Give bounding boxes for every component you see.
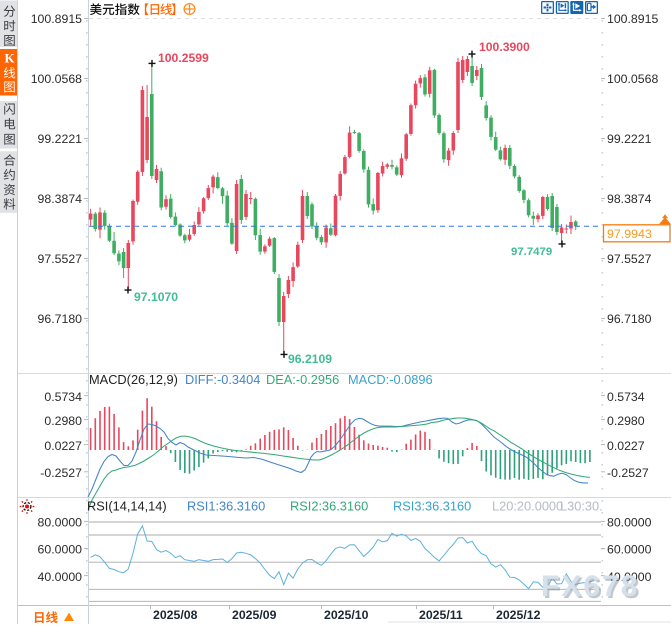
svg-text:80.0000: 80.0000: [607, 516, 652, 530]
svg-text:2025/08: 2025/08: [153, 608, 198, 622]
svg-text:FX678: FX678: [541, 570, 639, 603]
svg-text:100.0568: 100.0568: [31, 72, 82, 86]
svg-text:RSI3:36.3160: RSI3:36.3160: [393, 499, 471, 514]
svg-text:97.9943: 97.9943: [607, 227, 652, 241]
svg-text:99.2221: 99.2221: [38, 132, 83, 146]
svg-text:2025/10: 2025/10: [324, 608, 369, 622]
svg-text:40.0000: 40.0000: [607, 570, 652, 584]
svg-text:100.8915: 100.8915: [607, 12, 658, 26]
svg-text:RSI2:36.3160: RSI2:36.3160: [290, 499, 368, 514]
svg-text:96.2109: 96.2109: [288, 352, 332, 366]
svg-text:40.0000: 40.0000: [38, 570, 83, 584]
svg-text:DEA:-0.2956: DEA:-0.2956: [266, 372, 339, 387]
svg-text:L20:20.0000: L20:20.0000: [492, 499, 563, 514]
svg-text:100.3900: 100.3900: [479, 40, 530, 54]
svg-text:0.0227: 0.0227: [607, 439, 645, 453]
svg-text:FX678: FX678: [543, 572, 641, 605]
svg-text:100.8915: 100.8915: [31, 12, 82, 26]
svg-text:DIFF:-0.3404: DIFF:-0.3404: [185, 372, 260, 387]
svg-text:96.7180: 96.7180: [607, 312, 652, 326]
svg-text:RSI(14,14,14): RSI(14,14,14): [87, 499, 167, 514]
svg-text:MACD(26,12,9): MACD(26,12,9): [89, 372, 178, 387]
svg-text:0.2980: 0.2980: [607, 414, 645, 428]
svg-text:K: K: [4, 51, 15, 66]
svg-text:-0.2527: -0.2527: [40, 466, 82, 480]
svg-text:0.2980: 0.2980: [44, 414, 82, 428]
svg-text:2025/12: 2025/12: [496, 608, 541, 622]
svg-text:60.0000: 60.0000: [38, 543, 83, 557]
svg-text:98.3874: 98.3874: [607, 192, 652, 206]
svg-text:2025/11: 2025/11: [419, 608, 463, 622]
svg-text:L30:30.: L30:30.: [560, 499, 603, 514]
svg-text:80.0000: 80.0000: [38, 516, 83, 530]
svg-text:60.0000: 60.0000: [607, 543, 652, 557]
svg-text:0.5734: 0.5734: [607, 390, 645, 404]
svg-text:RSI1:36.3160: RSI1:36.3160: [187, 499, 265, 514]
svg-text:MACD:-0.0896: MACD:-0.0896: [348, 372, 433, 387]
svg-text:97.5527: 97.5527: [38, 252, 83, 266]
svg-text:97.1070: 97.1070: [134, 290, 178, 304]
svg-text:0.0227: 0.0227: [44, 439, 82, 453]
svg-text:96.7180: 96.7180: [38, 312, 83, 326]
svg-text:97.7479: 97.7479: [511, 246, 552, 258]
svg-text:99.2221: 99.2221: [607, 132, 652, 146]
svg-text:97.5527: 97.5527: [607, 252, 652, 266]
svg-text:0.5734: 0.5734: [44, 390, 82, 404]
svg-text:100.2599: 100.2599: [158, 51, 209, 65]
svg-text:-0.2527: -0.2527: [607, 466, 649, 480]
svg-text:100.0568: 100.0568: [607, 72, 658, 86]
svg-text:2025/09: 2025/09: [232, 608, 277, 622]
svg-text:98.3874: 98.3874: [38, 192, 83, 206]
